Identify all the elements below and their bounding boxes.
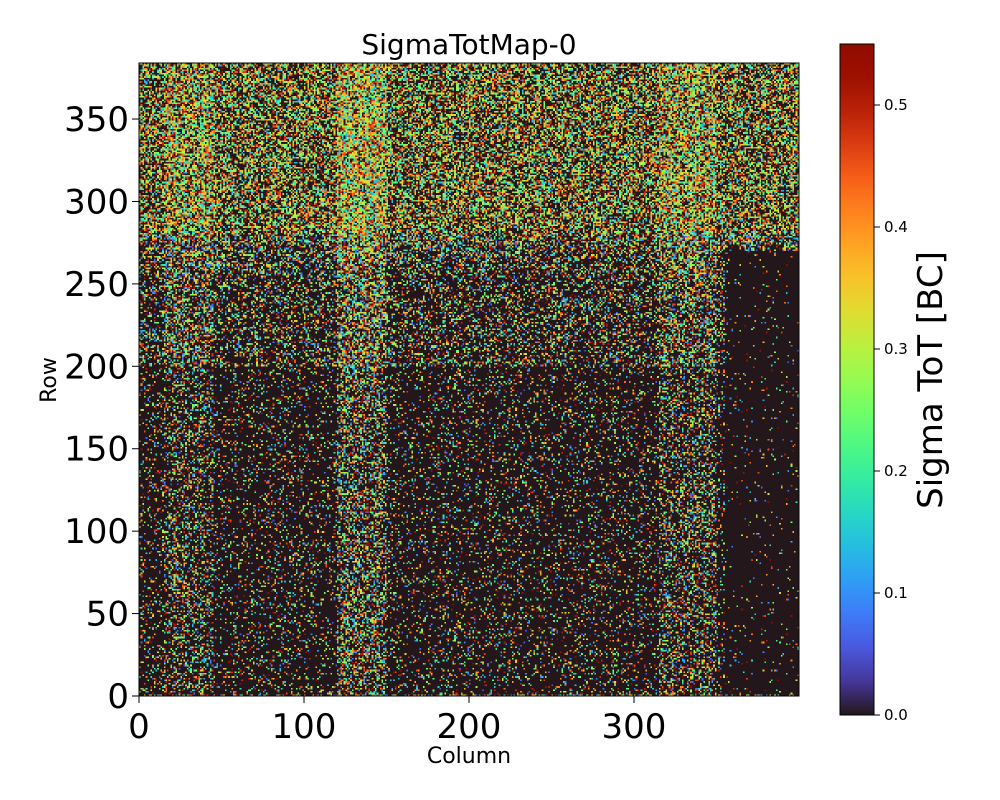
- colorbar-tick-label: 0.5: [884, 96, 908, 114]
- heatmap-plot: [138, 62, 800, 697]
- colorbar-tick-label: 0.4: [884, 218, 908, 236]
- x-tick-label: 300: [602, 707, 667, 747]
- heatmap-image: [139, 63, 799, 696]
- x-tick-label: 0: [128, 707, 150, 747]
- colorbar-frame: [839, 43, 875, 716]
- y-tick-label: 350: [64, 100, 129, 140]
- y-tick-label: 200: [64, 347, 129, 387]
- y-axis-label: Row: [37, 357, 62, 403]
- y-tick-label: 300: [64, 182, 129, 222]
- colorbar-label: Sigma ToT [BC]: [911, 251, 951, 509]
- colorbar-ticks: 0.0 0.1 0.2 0.3 0.4 0.5: [874, 96, 908, 724]
- y-tick-label: 0: [107, 677, 129, 717]
- x-tick-label: 200: [437, 707, 502, 747]
- y-axis: 0 50 100 150 200 250 300 350: [64, 100, 139, 717]
- y-tick-label: 150: [64, 430, 129, 470]
- colorbar-tick-label: 0.0: [884, 706, 908, 724]
- chart-title: SigmaTotMap-0: [361, 28, 576, 61]
- colorbar-tick-label: 0.3: [884, 340, 908, 358]
- y-tick-label: 50: [86, 595, 129, 635]
- y-tick-label: 100: [64, 512, 129, 552]
- colorbar: 0.0 0.1 0.2 0.3 0.4 0.5 Sigma ToT [BC]: [839, 43, 951, 724]
- heatmap-image-container: [139, 63, 799, 696]
- x-tick-label: 100: [272, 707, 337, 747]
- x-axis: 0 100 200 300: [128, 696, 666, 747]
- colorbar-tick-label: 0.1: [884, 584, 908, 602]
- x-axis-label: Column: [427, 744, 511, 769]
- colorbar-gradient: [840, 44, 874, 715]
- y-tick-label: 250: [64, 265, 129, 305]
- colorbar-tick-label: 0.2: [884, 462, 908, 480]
